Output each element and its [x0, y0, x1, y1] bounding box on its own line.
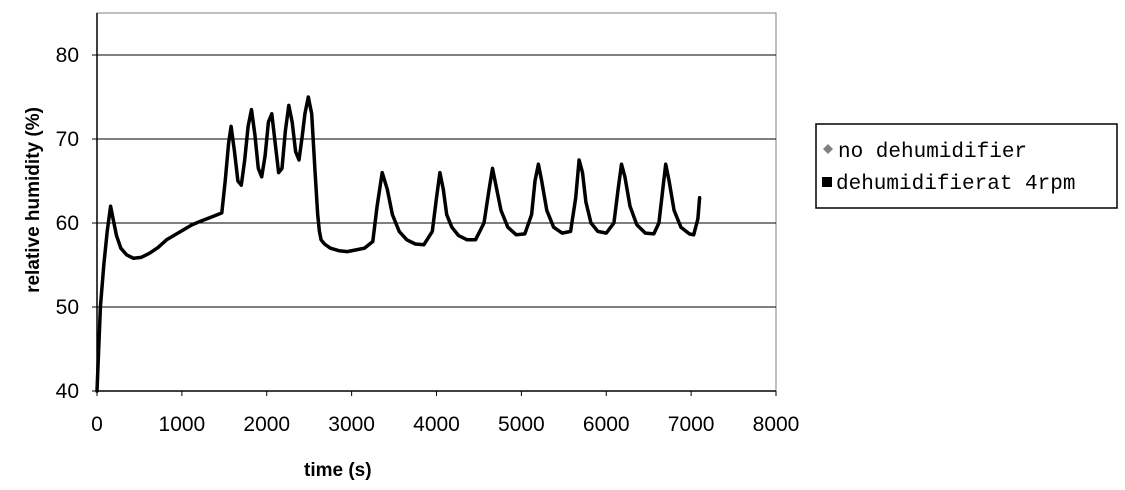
y-axis-title: relative humidity (%) [23, 107, 44, 293]
x-tick-label: 5000 [498, 413, 545, 436]
x-tick-label: 7000 [668, 413, 715, 436]
legend-label-dehumidifier: dehumidifierat 4rpm [836, 173, 1075, 196]
x-axis-ticks: 0 1000 2000 3000 4000 5000 6000 7000 8000 [91, 391, 799, 436]
x-tick-label: 4000 [413, 413, 460, 436]
x-axis-title: time (s) [304, 460, 372, 481]
legend-marker-dehumidifier [822, 177, 832, 187]
series-lines [95, 95, 702, 393]
y-tick-label: 40 [56, 380, 79, 403]
y-tick-label: 70 [56, 128, 79, 151]
series-line-1 [95, 95, 702, 393]
x-tick-label: 0 [91, 413, 103, 436]
y-tick-label: 60 [56, 212, 79, 235]
x-tick-label: 1000 [159, 413, 206, 436]
x-tick-label: 6000 [583, 413, 630, 436]
y-axis-ticks: 40 50 60 70 80 [56, 44, 97, 403]
gridlines [97, 54, 776, 308]
y-tick-label: 80 [56, 44, 79, 67]
legend: no dehumidifier dehumidifierat 4rpm [815, 123, 1118, 209]
legend-marker-no-dehumidifier [823, 144, 833, 154]
y-tick-label: 50 [56, 296, 79, 319]
x-tick-label: 8000 [753, 413, 800, 436]
x-tick-label: 2000 [243, 413, 290, 436]
legend-box [815, 123, 1118, 209]
x-tick-label: 3000 [328, 413, 375, 436]
legend-label-no-dehumidifier: no dehumidifier [838, 141, 1027, 164]
